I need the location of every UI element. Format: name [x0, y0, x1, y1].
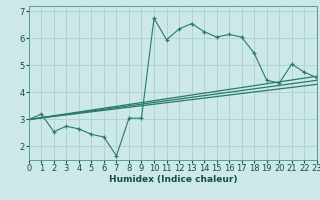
X-axis label: Humidex (Indice chaleur): Humidex (Indice chaleur)	[108, 175, 237, 184]
